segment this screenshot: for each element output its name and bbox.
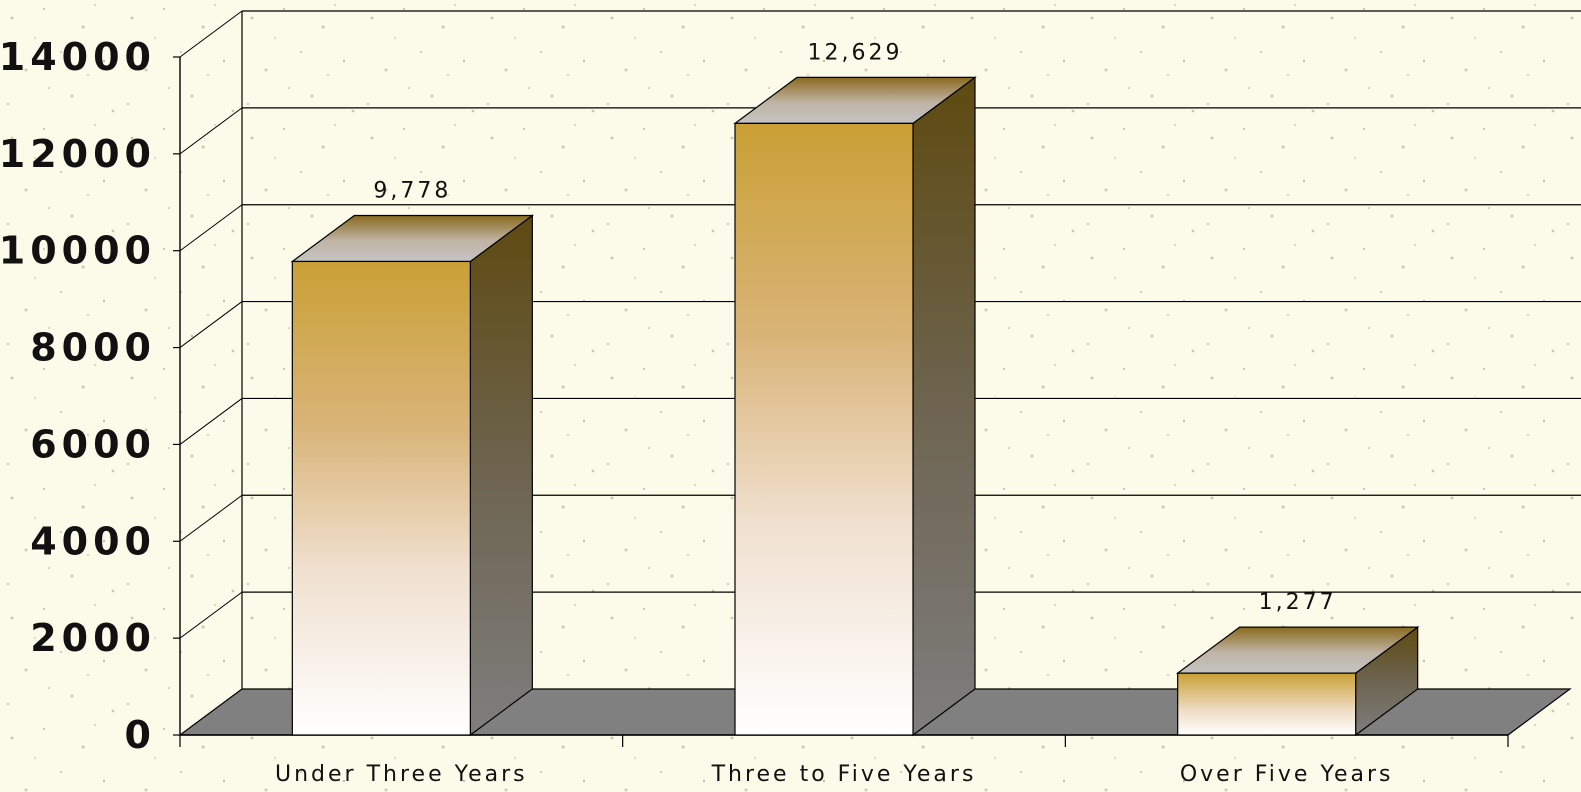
gridline-side: [179, 591, 243, 639]
y-tick-label: 8000: [30, 326, 156, 370]
gridline-side: [179, 494, 243, 542]
gridline-side: [179, 107, 243, 155]
bar: [733, 76, 977, 737]
y-tick-label: 10000: [0, 229, 156, 273]
data-label: 9,778: [373, 178, 451, 203]
data-label: 1,277: [1259, 590, 1337, 615]
y-tick-label: 12000: [0, 132, 156, 176]
y-tick-label: 6000: [30, 422, 156, 466]
bars: [290, 76, 1420, 737]
x-tick-label: Over Five Years: [1180, 762, 1394, 787]
y-tick-label: 0: [125, 713, 156, 757]
gridline-side: [179, 204, 243, 252]
gridline-side: [179, 10, 243, 58]
data-label: 12,629: [808, 40, 903, 65]
bar: [1175, 625, 1420, 737]
y-tick-label: 14000: [0, 35, 156, 79]
gridline-side: [179, 398, 243, 445]
bar-side: [469, 214, 533, 737]
x-tick-label: Under Three Years: [275, 762, 528, 787]
bar-front: [1177, 672, 1357, 736]
x-tick-label: Three to Five Years: [711, 762, 977, 787]
bar: [290, 214, 535, 737]
bar-front: [734, 122, 914, 736]
bar-side: [912, 76, 976, 737]
y-tick-label: 2000: [30, 616, 156, 660]
y-tick-label: 4000: [30, 519, 156, 563]
gridline-side: [179, 301, 243, 348]
labels: 0 2000 4000 6000 8000 10000 12000 14000 9,778 Und…: [0, 35, 1394, 787]
bar-front: [291, 260, 471, 736]
